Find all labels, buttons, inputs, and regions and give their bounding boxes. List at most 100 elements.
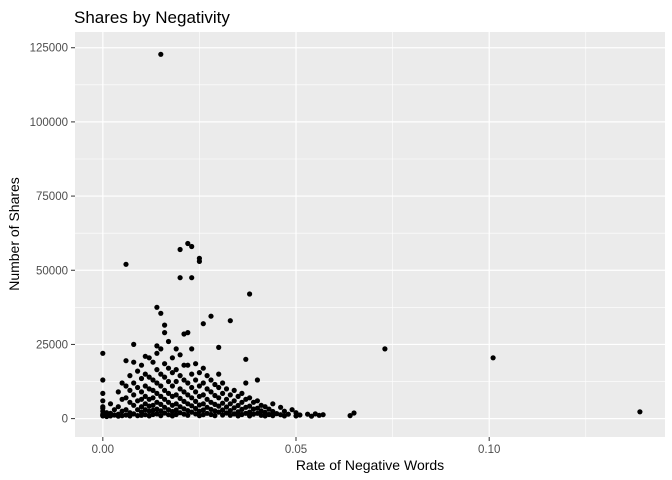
data-point bbox=[231, 405, 237, 411]
data-point bbox=[131, 402, 137, 408]
data-point bbox=[316, 412, 322, 418]
data-point bbox=[165, 338, 172, 345]
data-point bbox=[142, 353, 148, 359]
data-point bbox=[351, 410, 357, 416]
data-point bbox=[231, 411, 237, 417]
data-point bbox=[169, 355, 175, 361]
data-point bbox=[220, 400, 226, 406]
data-point bbox=[123, 261, 129, 267]
data-point bbox=[200, 321, 206, 327]
grid-lines bbox=[75, 32, 665, 437]
data-point bbox=[158, 401, 164, 407]
data-point bbox=[196, 393, 202, 399]
data-point bbox=[200, 365, 206, 371]
data-point bbox=[123, 358, 129, 364]
data-point bbox=[193, 389, 199, 395]
data-point bbox=[274, 411, 280, 417]
data-point bbox=[131, 392, 137, 398]
data-point bbox=[158, 393, 164, 399]
data-point bbox=[138, 389, 145, 395]
data-point bbox=[305, 411, 311, 417]
data-point bbox=[196, 383, 202, 389]
data-point bbox=[154, 343, 160, 349]
data-point bbox=[216, 409, 222, 415]
data-point bbox=[193, 398, 199, 404]
data-point bbox=[208, 313, 214, 319]
data-point bbox=[100, 412, 106, 418]
data-point bbox=[189, 395, 195, 401]
data-point bbox=[177, 246, 183, 253]
data-point bbox=[142, 401, 148, 407]
data-point bbox=[220, 407, 226, 413]
y-tick-label: 100000 bbox=[30, 117, 68, 129]
data-point bbox=[181, 398, 187, 404]
data-point bbox=[138, 396, 145, 402]
data-point bbox=[150, 395, 156, 401]
data-point bbox=[235, 402, 241, 409]
data-point bbox=[193, 377, 199, 383]
data-point bbox=[138, 375, 145, 382]
data-point bbox=[165, 378, 172, 385]
data-point bbox=[196, 408, 202, 414]
data-point bbox=[308, 413, 315, 419]
data-point bbox=[162, 410, 168, 416]
data-point bbox=[637, 409, 643, 415]
data-point bbox=[100, 377, 106, 383]
data-point bbox=[258, 408, 264, 414]
data-point bbox=[216, 344, 222, 350]
data-point bbox=[111, 412, 117, 418]
data-point bbox=[281, 408, 287, 414]
data-point bbox=[227, 401, 233, 407]
data-point bbox=[200, 392, 206, 398]
data-point bbox=[154, 380, 160, 386]
data-point bbox=[142, 412, 148, 418]
data-point bbox=[142, 407, 148, 413]
data-point bbox=[278, 404, 284, 410]
data-point bbox=[320, 412, 326, 418]
data-point bbox=[169, 383, 175, 389]
data-point bbox=[135, 368, 141, 374]
data-point bbox=[165, 399, 172, 405]
data-point bbox=[254, 398, 260, 404]
data-point bbox=[142, 393, 148, 399]
data-point bbox=[138, 362, 145, 368]
data-point bbox=[289, 407, 295, 413]
y-axis-title: Number of Shares bbox=[6, 177, 22, 291]
data-point bbox=[158, 408, 164, 414]
data-point bbox=[146, 355, 152, 361]
data-point bbox=[100, 405, 106, 411]
data-point bbox=[258, 412, 264, 418]
data-point bbox=[177, 386, 183, 392]
data-point bbox=[131, 359, 137, 365]
data-point bbox=[123, 383, 129, 389]
data-point bbox=[243, 380, 249, 386]
data-point bbox=[135, 384, 141, 391]
data-point bbox=[177, 275, 183, 281]
data-point bbox=[247, 291, 253, 297]
data-point bbox=[162, 322, 168, 328]
data-point bbox=[127, 373, 133, 379]
data-point bbox=[158, 371, 164, 377]
data-point bbox=[127, 387, 133, 393]
data-point bbox=[235, 409, 241, 415]
data-point bbox=[227, 408, 233, 414]
data-point bbox=[177, 410, 183, 416]
data-point bbox=[158, 51, 164, 57]
data-point bbox=[135, 398, 141, 404]
data-point bbox=[239, 390, 245, 396]
data-point bbox=[154, 350, 160, 356]
data-point bbox=[100, 398, 106, 404]
data-point bbox=[250, 399, 257, 405]
y-tick-label: 75000 bbox=[36, 191, 68, 203]
data-point bbox=[123, 412, 129, 418]
data-point bbox=[115, 404, 121, 410]
data-point bbox=[258, 402, 264, 408]
data-point bbox=[146, 374, 152, 380]
x-tick-label: 0.05 bbox=[285, 444, 307, 456]
data-point bbox=[297, 412, 303, 418]
data-point bbox=[185, 408, 191, 414]
data-point bbox=[138, 404, 145, 410]
data-point bbox=[254, 377, 260, 383]
y-tick-label: 25000 bbox=[36, 339, 68, 351]
